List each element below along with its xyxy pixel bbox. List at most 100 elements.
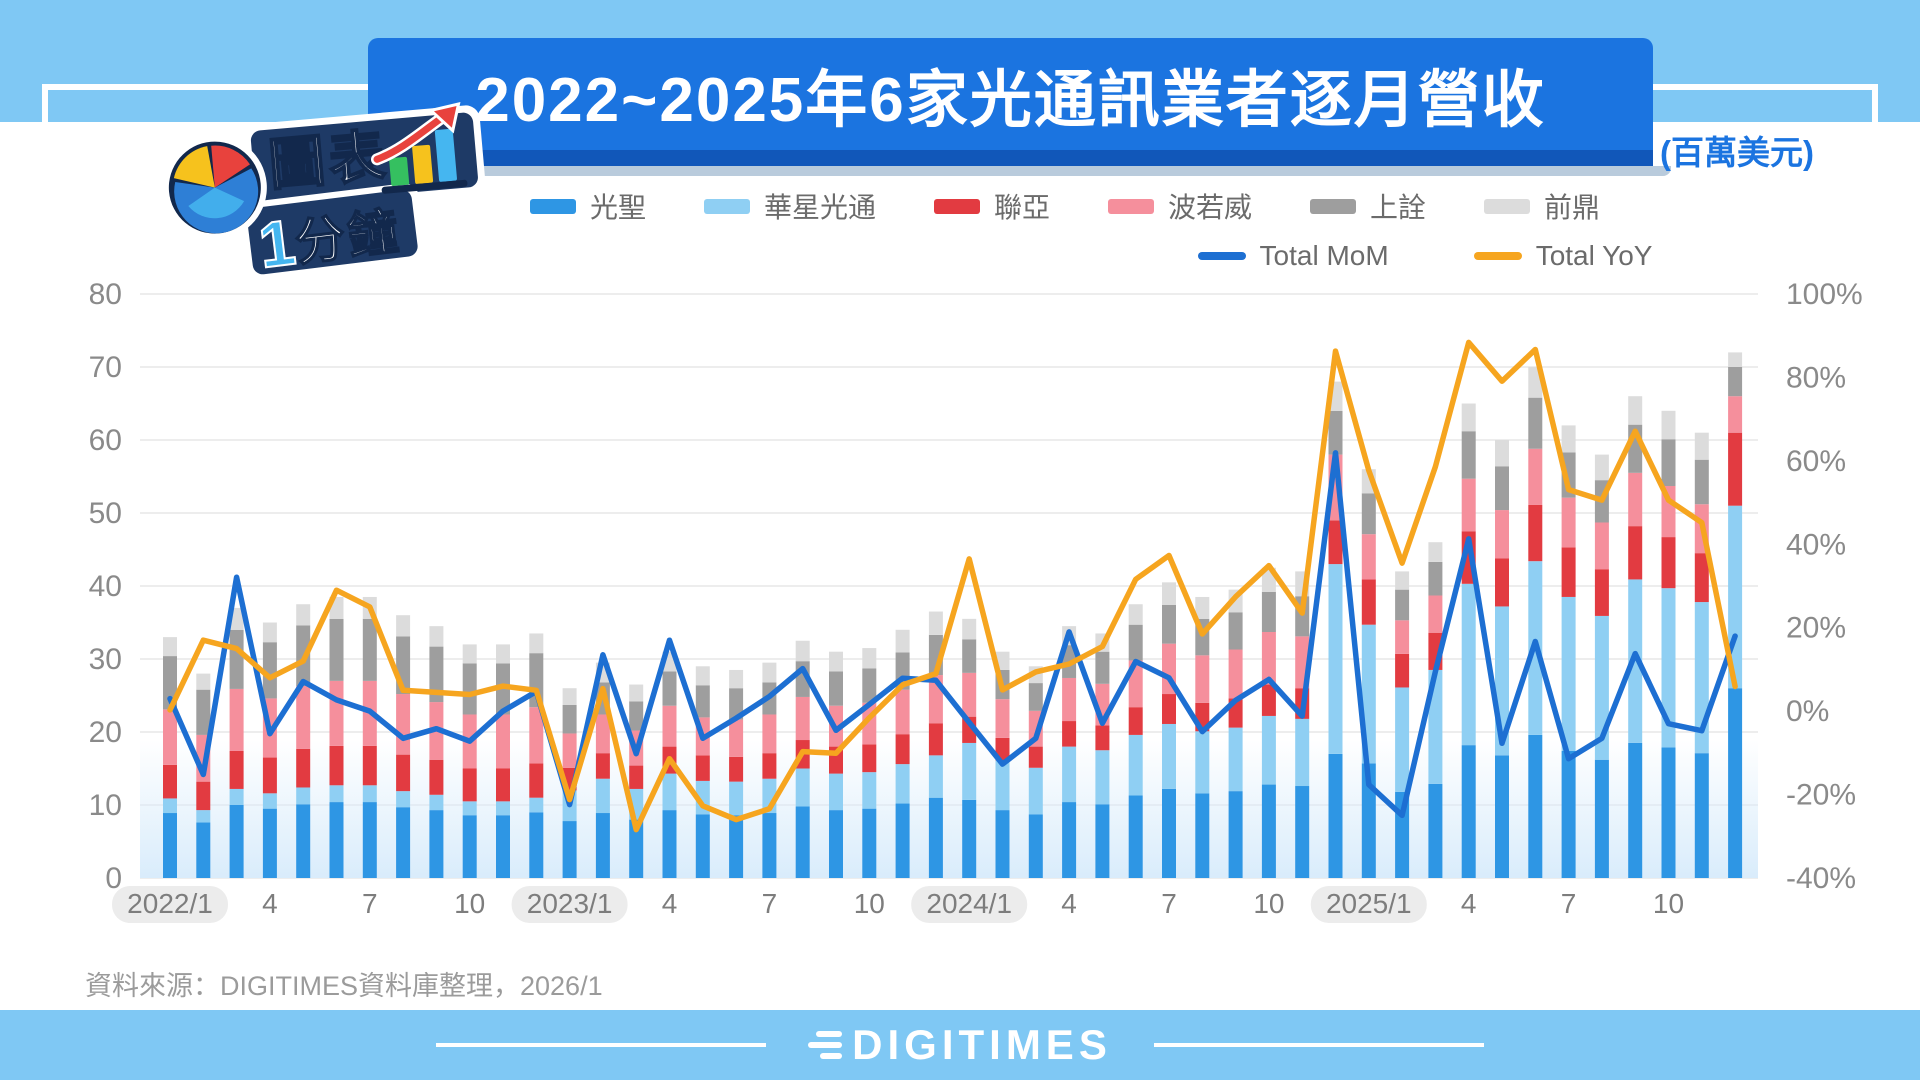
bar-segment (163, 798, 177, 814)
bar-segment (1261, 715, 1276, 785)
bar-segment (429, 646, 444, 703)
bar-segment (1195, 596, 1210, 619)
bar-2022/12 (529, 633, 544, 878)
bar-segment (396, 807, 411, 878)
bar-segment (1528, 504, 1543, 562)
bar-segment (1228, 791, 1243, 878)
x-tick-pill (112, 886, 228, 923)
bar-segment (163, 764, 177, 799)
bar-segment (962, 618, 977, 640)
bar-segment (1261, 684, 1276, 716)
bar-2025/1 (1361, 469, 1376, 878)
right-axis-tick: -20% (1786, 779, 1856, 812)
bar-segment (1095, 750, 1110, 805)
bar-2023/6 (729, 669, 744, 878)
bar-segment (1694, 432, 1709, 460)
bar-segment (1661, 410, 1676, 440)
bar-segment (1428, 595, 1443, 633)
bar-segment (229, 805, 244, 878)
legend-item-聯亞: 聯亞 (933, 186, 1050, 226)
bar-2024/2 (995, 651, 1010, 878)
bar-segment (1162, 694, 1176, 724)
right-axis-tick: 40% (1786, 528, 1846, 561)
svg-text:分鐘: 分鐘 (292, 203, 404, 272)
bar-2023/3 (629, 684, 644, 878)
bar-segment (1528, 397, 1543, 449)
mini-bar-chart-icon (371, 102, 468, 194)
bar-2023/10 (862, 648, 877, 878)
bar-segment (729, 781, 744, 816)
left-axis-tick: 80 (89, 278, 122, 311)
bar-segment (529, 763, 544, 798)
bar-segment (196, 810, 211, 823)
bar-segment (163, 656, 177, 710)
bar-segment (1594, 569, 1609, 616)
bar-segment (1661, 439, 1676, 486)
bar-segment (1561, 497, 1576, 548)
bar-segment (1428, 783, 1443, 878)
bar-2025/8 (1594, 454, 1609, 878)
bar-segment (829, 773, 843, 811)
bar-segment (562, 821, 577, 878)
bar-segment (1594, 522, 1609, 570)
legend-item-前鼎: 前鼎 (1484, 186, 1600, 226)
bar-segment (595, 813, 610, 878)
bar-segment (928, 797, 943, 878)
left-axis-tick: 30 (89, 643, 122, 676)
bar-segment (362, 785, 377, 803)
bar-segment (1461, 745, 1476, 878)
bar-2023/5 (695, 666, 710, 878)
bar-segment (1261, 631, 1276, 685)
bar-segment (729, 688, 744, 720)
bar-segment (1261, 591, 1276, 632)
bar-segment (1694, 459, 1709, 505)
bar-segment (1561, 750, 1576, 878)
plot-bottom-fade (140, 740, 1758, 878)
bar-segment (1261, 784, 1276, 878)
x-axis-tick: 7 (762, 888, 778, 919)
bar-segment (829, 810, 843, 878)
bar-segment (296, 686, 311, 749)
bar-segment (529, 633, 544, 654)
legend-item-Total MoM: Total MoM (1197, 240, 1389, 272)
footer-right-line (1153, 1043, 1484, 1047)
bar-segment (595, 714, 610, 754)
legend-label: 光聖 (589, 192, 646, 223)
legend-label: Total YoY (1535, 240, 1653, 271)
bar-segment (862, 772, 877, 809)
left-axis-tick: 20 (89, 716, 122, 749)
left-axis-tick: 0 (105, 862, 122, 895)
left-axis-labels: 0 10 20 30 40 50 60 70 80 (89, 278, 122, 895)
bar-segment (1428, 561, 1443, 596)
bar-segment (1228, 727, 1243, 792)
bar-segment (462, 768, 477, 802)
line-swatch-icon (1197, 252, 1246, 260)
bar-2025/5 (1495, 440, 1509, 878)
bar-segment (429, 794, 444, 811)
bar-segment (762, 662, 777, 683)
bar-2022/4 (262, 622, 277, 878)
bar-segment (595, 753, 610, 779)
bar-segment (496, 714, 510, 769)
bar-segment (795, 696, 810, 741)
growth-arrow-icon (373, 111, 449, 163)
left-axis-tick: 40 (89, 570, 122, 603)
badge-graphic: 圖表 1 分鐘 (162, 102, 486, 283)
bar-2024/9 (1228, 589, 1243, 878)
total-yoy-line (167, 339, 1738, 833)
x-tick-pill (511, 886, 628, 923)
bar-segment (995, 699, 1010, 738)
bar-segment (1495, 466, 1509, 511)
bar-2022/7 (362, 596, 377, 878)
x-axis-tick: 4 (1061, 888, 1077, 919)
legend-item-波若威: 波若威 (1108, 186, 1252, 226)
bar-segment (229, 788, 244, 805)
bar-segment (529, 812, 544, 878)
bar-2024/12 (1328, 381, 1343, 878)
bar-segment (1328, 753, 1343, 878)
bar-segment (1128, 624, 1143, 661)
bar-segment (995, 760, 1010, 811)
x-tick-pill (911, 886, 1028, 923)
bar-segment (829, 671, 843, 706)
